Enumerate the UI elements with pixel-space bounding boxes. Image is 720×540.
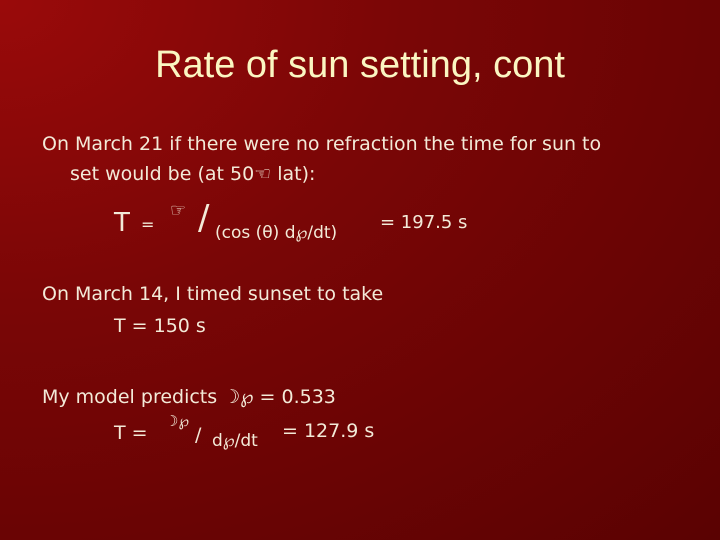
formula-part: T =	[114, 422, 148, 444]
slide-title: Rate of sun setting, cont	[155, 44, 565, 86]
formula-part: /	[198, 198, 210, 238]
text-line: My model predicts ☽℘ = 0.533	[42, 386, 336, 408]
text-line: set would be (at 50☜ lat):	[70, 163, 316, 185]
text-line: On March 21 if there were no refraction …	[42, 133, 602, 155]
formula-part: ☞	[170, 200, 187, 221]
formula-part: ☽℘	[165, 412, 189, 430]
formula-part: d℘/dt	[212, 431, 258, 451]
text-line: On March 14, I timed sunset to take	[42, 283, 384, 305]
formula-part: =	[141, 215, 155, 234]
text-line: T = 150 s	[114, 315, 206, 337]
formula-part: T	[114, 208, 130, 238]
formula-part: /	[195, 424, 202, 446]
formula-part: = 197.5 s	[380, 212, 468, 233]
formula-part: (cos (θ) d℘/dt)	[215, 223, 338, 243]
formula-part: = 127.9 s	[282, 420, 375, 442]
